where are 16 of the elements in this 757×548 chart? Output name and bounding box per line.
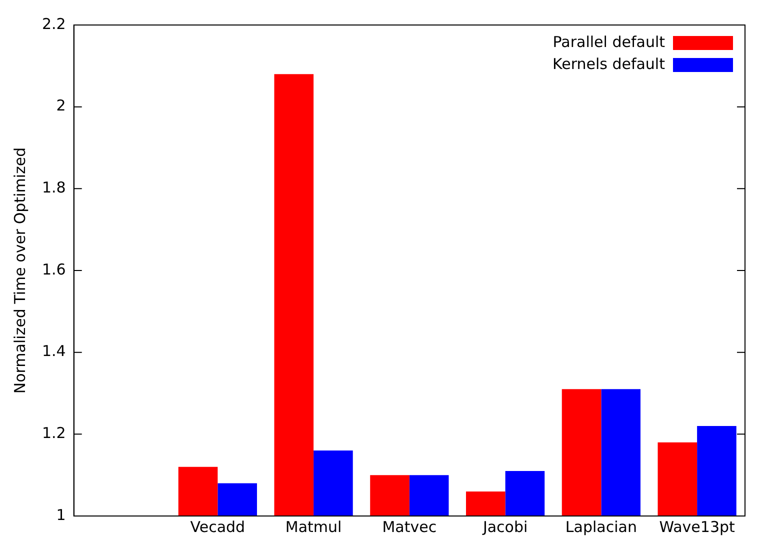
x-tick-label: Laplacian xyxy=(565,518,637,536)
y-axis-title: Normalized Time over Optimized xyxy=(10,147,29,394)
y-tick-label: 1.6 xyxy=(42,260,66,278)
legend-label: Kernels default xyxy=(552,54,666,73)
x-tick-label: Matvec xyxy=(382,518,437,536)
x-tick-label: Matmul xyxy=(285,518,342,536)
x-tick-label: Vecadd xyxy=(190,518,246,536)
y-tick-label: 2 xyxy=(56,96,66,115)
y-tick-label: 1.4 xyxy=(42,342,66,360)
x-tick-label: Jacobi xyxy=(482,518,528,536)
y-tick-label: 1 xyxy=(56,506,66,524)
x-tick-label: Wave13pt xyxy=(659,518,736,536)
y-tick-label: 1.2 xyxy=(42,424,66,442)
legend-label: Parallel default xyxy=(552,32,666,51)
y-tick-label: 2.2 xyxy=(42,14,66,33)
y-tick-label: 1.8 xyxy=(42,178,66,197)
